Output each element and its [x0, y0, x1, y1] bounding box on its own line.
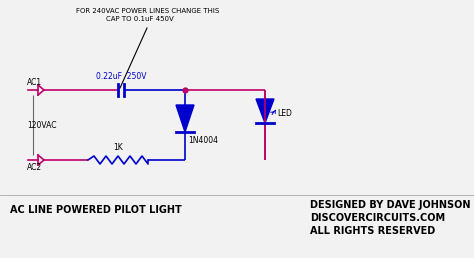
Text: DISCOVERCIRCUITS.COM: DISCOVERCIRCUITS.COM [310, 213, 445, 223]
Text: LED: LED [277, 109, 292, 117]
Text: 1K: 1K [113, 143, 123, 152]
Text: FOR 240VAC POWER LINES CHANGE THIS: FOR 240VAC POWER LINES CHANGE THIS [76, 8, 219, 14]
Text: AC1: AC1 [27, 78, 42, 87]
Text: CAP TO 0.1uF 450V: CAP TO 0.1uF 450V [106, 16, 174, 22]
Text: 1N4004: 1N4004 [188, 136, 218, 145]
Text: 120VAC: 120VAC [27, 120, 56, 130]
Polygon shape [176, 105, 194, 132]
Text: AC2: AC2 [27, 163, 42, 172]
Text: 0.22uF  250V: 0.22uF 250V [96, 72, 146, 81]
Polygon shape [256, 99, 274, 123]
Text: AC LINE POWERED PILOT LIGHT: AC LINE POWERED PILOT LIGHT [10, 205, 182, 215]
Text: DESIGNED BY DAVE JOHNSON: DESIGNED BY DAVE JOHNSON [310, 200, 471, 210]
Text: ALL RIGHTS RESERVED: ALL RIGHTS RESERVED [310, 226, 435, 236]
